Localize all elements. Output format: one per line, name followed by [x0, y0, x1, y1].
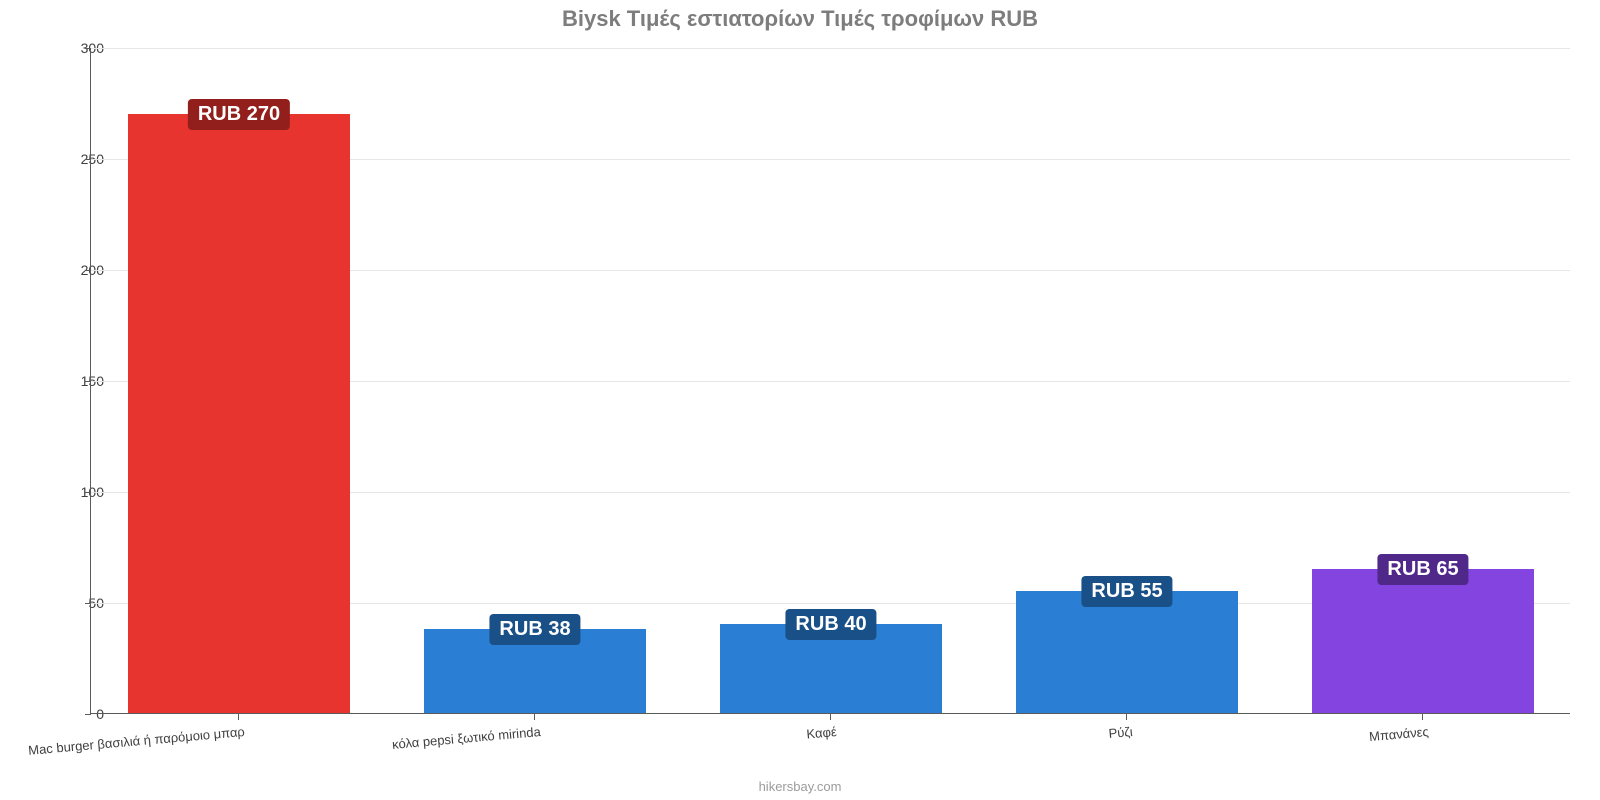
chart-title: Biysk Τιμές εστιατορίων Τιμές τροφίμων R… [0, 6, 1600, 32]
y-tick-mark [85, 381, 91, 382]
x-axis-label: Mac burger βασιλιά ή παρόμοιο μπαρ [0, 724, 245, 766]
x-tick-mark [1422, 714, 1423, 720]
y-tick-mark [85, 714, 91, 715]
y-tick-mark [85, 270, 91, 271]
x-axis-label: Ρύζι [827, 724, 1133, 766]
plot-area: RUB 270 RUB 38 RUB 40 RUB 55 RUB 65 [90, 48, 1570, 714]
y-tick-mark [85, 492, 91, 493]
attribution-text: hikersbay.com [0, 779, 1600, 794]
x-axis-label: κόλα pepsi ξωτικό mirinda [235, 724, 541, 766]
y-tick-mark [85, 48, 91, 49]
y-tick-mark [85, 159, 91, 160]
x-tick-mark [534, 714, 535, 720]
x-tick-mark [1126, 714, 1127, 720]
value-badge: RUB 40 [785, 609, 876, 640]
x-tick-mark [238, 714, 239, 720]
bar [1312, 569, 1534, 713]
bar [1016, 591, 1238, 713]
x-axis-label: Καφέ [531, 724, 837, 766]
value-badge: RUB 65 [1377, 554, 1468, 585]
value-badge: RUB 270 [188, 99, 290, 130]
x-axis-label: Μπανάνες [1123, 724, 1429, 766]
x-tick-mark [830, 714, 831, 720]
bar [128, 114, 350, 713]
value-badge: RUB 38 [489, 614, 580, 645]
chart-container: Biysk Τιμές εστιατορίων Τιμές τροφίμων R… [0, 0, 1600, 800]
y-tick-mark [85, 603, 91, 604]
grid-line [91, 48, 1570, 49]
value-badge: RUB 55 [1081, 576, 1172, 607]
